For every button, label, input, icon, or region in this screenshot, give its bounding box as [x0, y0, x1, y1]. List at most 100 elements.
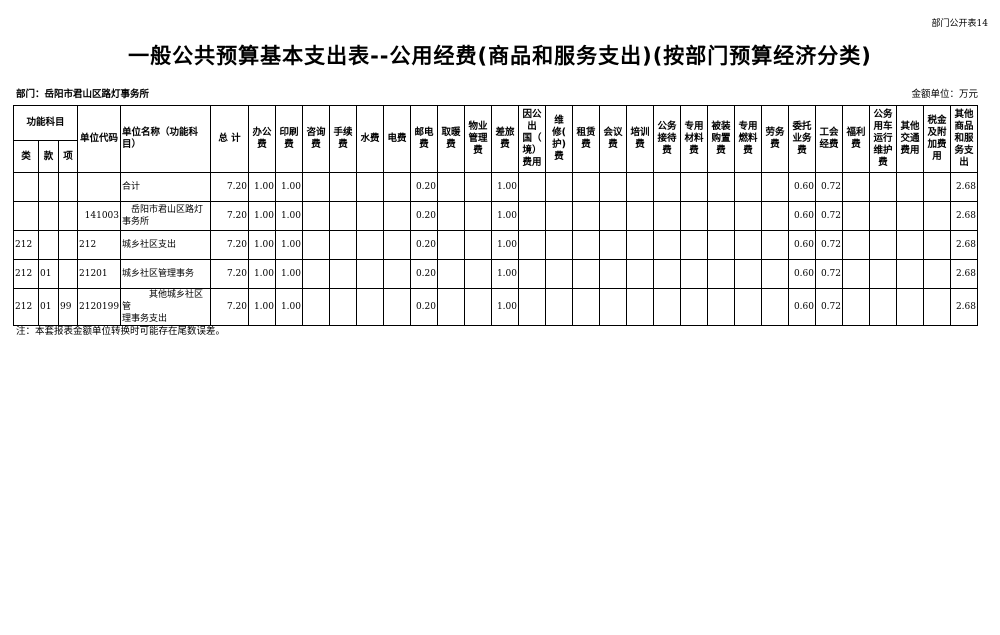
cell-value: 1.00	[491, 230, 519, 260]
cell-value	[653, 172, 681, 202]
cell-value: 0.20	[410, 259, 438, 289]
unit-label: 金额单位：万元	[911, 89, 978, 100]
cell-value	[329, 172, 357, 202]
cell-lei: 212	[13, 230, 39, 260]
cell-value	[680, 230, 708, 260]
cell-value	[842, 259, 870, 289]
cell-value: 1.00	[491, 201, 519, 231]
cell-kuan: 01	[38, 288, 59, 326]
cell-value	[923, 172, 951, 202]
cell-value	[356, 172, 384, 202]
cell-value	[896, 259, 924, 289]
header-name: 单位名称（功能科 目）	[120, 105, 211, 173]
cell-value	[869, 288, 897, 326]
cell-value	[707, 230, 735, 260]
cell-value	[545, 259, 573, 289]
cell-value	[842, 201, 870, 231]
cell-code: 212	[77, 230, 121, 260]
cell-value	[896, 201, 924, 231]
header-col-8: 物业 管理 费	[464, 105, 492, 173]
cell-value: 2.68	[950, 201, 978, 231]
cell-value: 0.20	[410, 230, 438, 260]
expense-table: 功能科目 单位代码 单位名称（功能科 目） 总 计 办公 费印刷 费咨询 费手续…	[13, 105, 978, 326]
cell-code: 2120199	[77, 288, 121, 326]
cell-value	[653, 288, 681, 326]
header-col-24: 其他 交通 费用	[896, 105, 924, 173]
header-kuan: 款	[38, 140, 59, 173]
cell-name: 其他城乡社区管 理事务支出	[120, 288, 211, 326]
cell-total: 7.20	[210, 259, 249, 289]
header-col-7: 取暖 费	[437, 105, 465, 173]
cell-name: 岳阳市君山区路灯 事务所	[120, 201, 211, 231]
header-col-10: 因公 出 国（ 境） 费用	[518, 105, 546, 173]
header-col-1: 印刷 费	[275, 105, 303, 173]
cell-value	[464, 172, 492, 202]
cell-value	[599, 288, 627, 326]
department-label: 部门：岳阳市君山区路灯事务所	[16, 89, 150, 100]
cell-value	[734, 230, 762, 260]
cell-value	[572, 288, 600, 326]
cell-value: 1.00	[491, 259, 519, 289]
cell-value: 0.20	[410, 172, 438, 202]
cell-total: 7.20	[210, 288, 249, 326]
header-lei: 类	[13, 140, 39, 173]
cell-value	[599, 172, 627, 202]
cell-value	[761, 201, 789, 231]
cell-value	[437, 230, 465, 260]
cell-value	[329, 201, 357, 231]
header-xiang: 项	[58, 140, 78, 173]
cell-value	[518, 172, 546, 202]
cell-value	[626, 201, 654, 231]
cell-value	[734, 288, 762, 326]
cell-value: 1.00	[275, 288, 303, 326]
header-col-26: 其他 商品 和服 务支 出	[950, 105, 978, 173]
cell-name: 合计	[120, 172, 211, 202]
header-col-17: 被装 购置 费	[707, 105, 735, 173]
cell-value	[545, 288, 573, 326]
cell-value	[680, 172, 708, 202]
cell-total: 7.20	[210, 172, 249, 202]
cell-value	[707, 201, 735, 231]
cell-value: 1.00	[275, 201, 303, 231]
cell-code: 141003	[77, 201, 121, 231]
header-col-4: 水费	[356, 105, 384, 173]
cell-value	[707, 259, 735, 289]
cell-name: 城乡社区管理事务	[120, 259, 211, 289]
cell-xiang: 99	[58, 288, 78, 326]
cell-value	[842, 288, 870, 326]
cell-value	[437, 201, 465, 231]
cell-xiang	[58, 201, 78, 231]
cell-value	[896, 172, 924, 202]
cell-value	[707, 288, 735, 326]
header-code: 单位代码	[77, 105, 121, 173]
cell-value	[869, 259, 897, 289]
cell-value	[653, 230, 681, 260]
cell-value	[734, 172, 762, 202]
cell-value	[869, 230, 897, 260]
cell-value	[383, 259, 411, 289]
cell-xiang	[58, 230, 78, 260]
cell-value	[680, 259, 708, 289]
cell-kuan	[38, 230, 59, 260]
cell-value: 0.60	[788, 259, 816, 289]
cell-value	[842, 172, 870, 202]
cell-value	[923, 201, 951, 231]
table-row: 212 01 21201 城乡社区管理事务 7.20 1.00 1.00 0.20 1.00 0.…	[13, 259, 978, 289]
cell-value	[761, 288, 789, 326]
header-col-20: 委托 业务 费	[788, 105, 816, 173]
cell-code	[77, 172, 121, 202]
header-col-18: 专用 燃料 费	[734, 105, 762, 173]
cell-value	[464, 201, 492, 231]
cell-value: 2.68	[950, 172, 978, 202]
cell-value: 0.60	[788, 288, 816, 326]
table-row: 212 212 城乡社区支出 7.20 1.00 1.00 0.20 1.00 0.60 0.72…	[13, 230, 978, 260]
cell-value	[302, 288, 330, 326]
cell-value: 2.68	[950, 259, 978, 289]
header-col-19: 劳务 费	[761, 105, 789, 173]
header-col-5: 电费	[383, 105, 411, 173]
cell-value	[923, 230, 951, 260]
cell-value	[356, 230, 384, 260]
cell-value: 1.00	[248, 259, 276, 289]
header-col-12: 租赁 费	[572, 105, 600, 173]
cell-value	[356, 201, 384, 231]
